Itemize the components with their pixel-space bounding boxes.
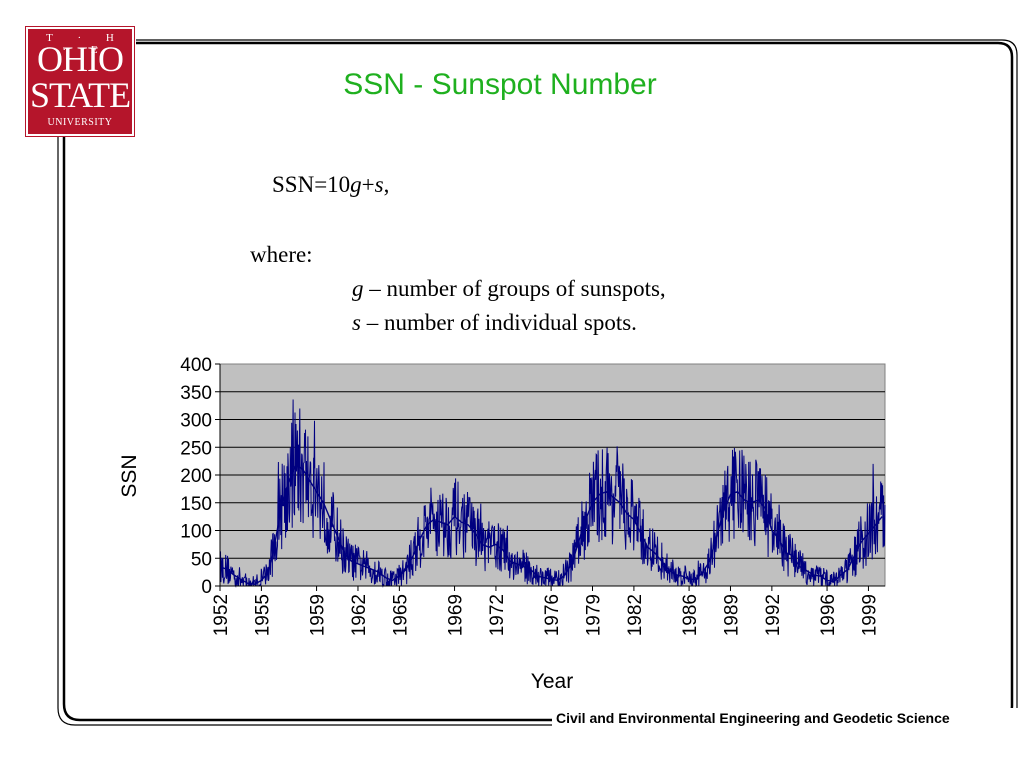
logo-line-ohio: OHIO: [37, 39, 124, 79]
x-tick-label: 1982: [625, 594, 646, 636]
definition-g-var: g: [352, 276, 364, 301]
logo-line-university: UNIVERSITY: [47, 117, 113, 128]
logo-line-state: STATE: [29, 75, 131, 115]
x-tick-label: 1962: [349, 594, 370, 636]
y-axis-title: SSN: [118, 454, 141, 497]
x-tick-label: 1976: [542, 594, 563, 636]
y-tick-label: 250: [180, 438, 212, 459]
x-tick-label: 1972: [487, 594, 508, 636]
ssn-series-line: [219, 462, 883, 586]
formula-end: ,: [383, 172, 390, 197]
logo-line-the: T · H · E: [46, 32, 125, 56]
y-tick-label: 300: [180, 411, 212, 432]
ssn-chart: 0 50 100 150 200 250 300 350 400 1952 1955 1959 1962…: [118, 355, 886, 693]
x-tick-label: 1989: [721, 594, 742, 636]
formula-s: s: [374, 172, 384, 197]
definition-g-text: – number of groups of sunspots,: [363, 276, 666, 301]
x-tick-label: 1979: [584, 594, 605, 636]
y-tick-label: 400: [180, 355, 212, 376]
slide-title-text: SSN - Sunspot Number: [343, 68, 657, 101]
formula-g: g: [350, 172, 362, 197]
definition-g: g – number of groups of sunspots,: [352, 276, 666, 302]
y-tick-label: 150: [180, 494, 212, 515]
axes: 0 50 100 150 200 250 300 350 400 1952 1955 1959 1962…: [180, 355, 885, 636]
formula-lhs: SSN=10: [272, 172, 351, 197]
y-tick-label: 350: [180, 383, 212, 404]
formula-plus: +: [361, 172, 375, 197]
y-tick-label: 50: [191, 549, 212, 570]
ssn-formula: SSN=10g+s,: [272, 172, 389, 198]
x-tick-label: 1965: [390, 594, 411, 636]
x-tick-label: 1999: [859, 594, 880, 636]
y-tick-label: 0: [201, 577, 212, 598]
x-tick-label: 1992: [763, 594, 784, 636]
university-logo: T · H · E OHIO STATE UNIVERSITY: [25, 26, 135, 137]
x-tick-label: 1955: [252, 594, 273, 636]
y-tick-label: 200: [180, 466, 212, 487]
definition-s-text: – number of individual spots.: [360, 310, 637, 335]
definition-s: s – number of individual spots.: [352, 310, 637, 336]
x-tick-label: 1996: [818, 594, 839, 636]
definition-s-var: s: [352, 310, 361, 335]
x-axis-title: Year: [531, 670, 573, 693]
x-tick-label: 1969: [446, 594, 467, 636]
where-label: where:: [250, 242, 313, 267]
y-tick-label: 100: [180, 522, 212, 543]
slide-title: SSN - Sunspot Number: [0, 68, 1000, 102]
footer-department: Civil and Environmental Engineering and …: [552, 708, 1020, 728]
x-tick-label: 1986: [680, 594, 701, 636]
x-tick-label: 1959: [308, 594, 329, 636]
x-tick-label: 1952: [211, 594, 232, 636]
